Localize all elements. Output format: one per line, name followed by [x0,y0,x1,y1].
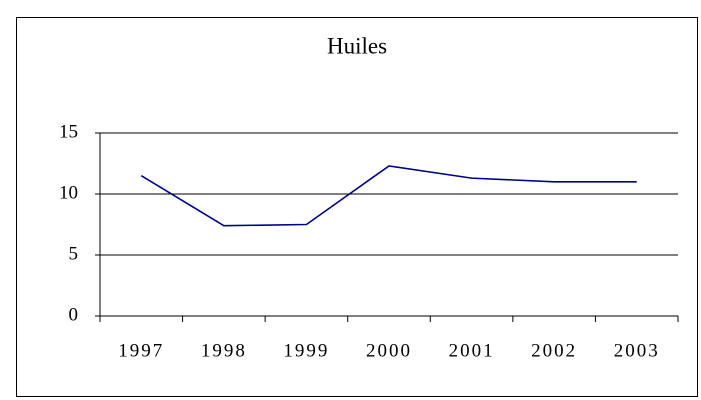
x-tick-label: 1998 [201,340,247,361]
x-tick-label: 2003 [614,340,660,361]
y-tick-label: 10 [59,182,78,203]
x-tick-label: 2001 [449,340,495,361]
y-tick-label: 15 [59,121,78,142]
x-tick-label: 2000 [366,340,412,361]
x-tick-label: 2002 [531,340,577,361]
chart-title: Huiles [327,33,387,58]
data-line [140,165,637,227]
x-tick-label: 1997 [118,340,164,361]
x-tick-label: 1999 [283,340,329,361]
chart-border [16,17,698,397]
y-tick-label: 5 [69,243,79,264]
y-tick-label: 0 [69,304,79,325]
